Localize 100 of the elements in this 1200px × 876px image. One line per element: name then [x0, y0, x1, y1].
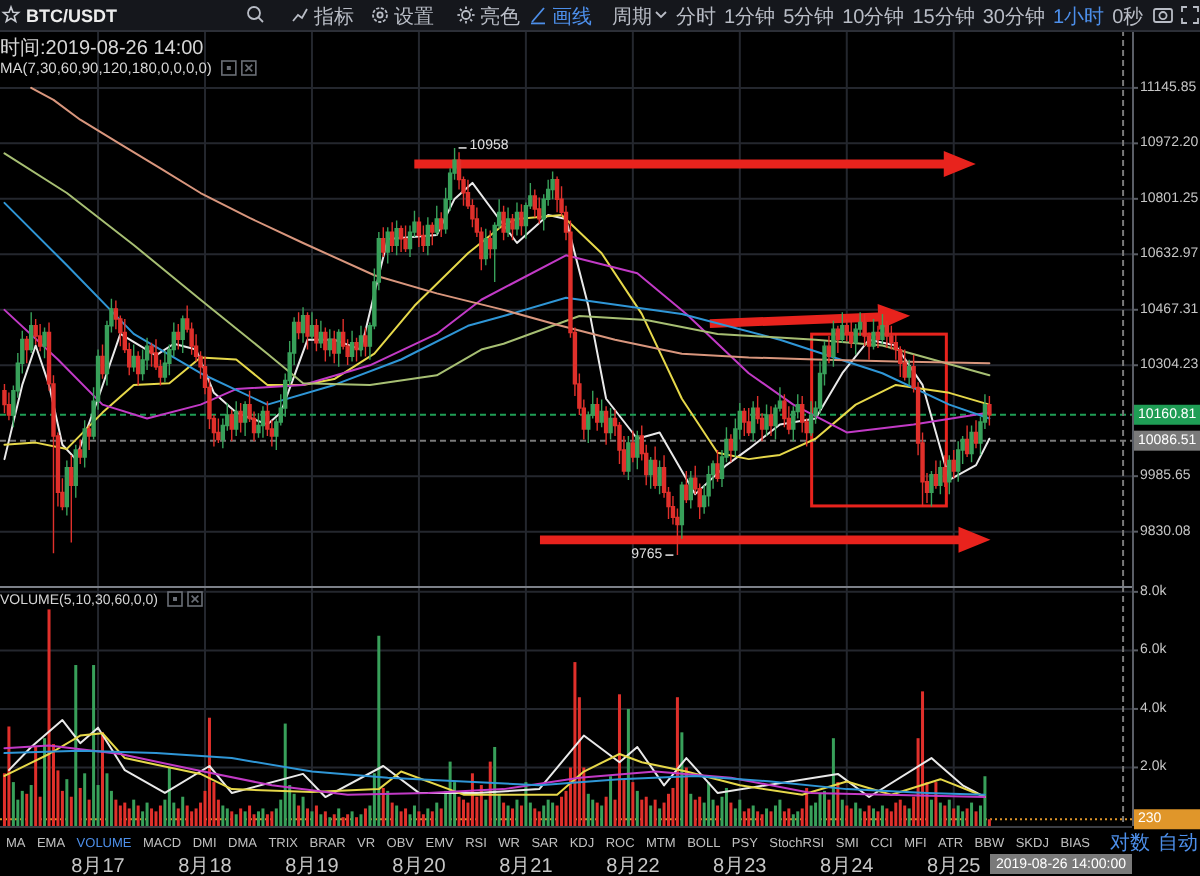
candlestick	[831, 319, 836, 368]
candlestick	[430, 221, 435, 247]
candlestick	[510, 213, 515, 242]
candlestick	[652, 445, 658, 490]
candlestick	[599, 398, 604, 428]
annotation: 时间:2019-08-26 14:00	[0, 36, 205, 60]
candlestick	[389, 221, 395, 253]
chart-title: BTC/USDT	[26, 6, 118, 26]
candlestick	[808, 400, 814, 437]
text: 对数	[1110, 831, 1150, 855]
candlestick	[234, 400, 239, 437]
candlestick	[42, 326, 47, 359]
candlestick	[260, 405, 266, 439]
text: 30分钟	[982, 5, 1045, 29]
candlestick	[358, 325, 364, 358]
text: 15分钟	[912, 5, 975, 29]
candlestick	[679, 481, 685, 540]
candlestick	[229, 409, 234, 442]
x-tick-label: 8月23	[713, 856, 768, 876]
candlestick	[327, 328, 332, 358]
candlestick	[835, 325, 841, 354]
x-tick-label: 8月21	[499, 856, 554, 876]
candlestick	[439, 211, 444, 238]
candlestick	[29, 311, 34, 354]
candlestick	[626, 435, 631, 481]
candlestick	[100, 343, 105, 380]
candlestick	[947, 454, 952, 495]
candlestick	[434, 205, 439, 237]
text: 画线	[552, 5, 592, 29]
text: 10分钟	[842, 5, 905, 29]
text: 设置	[394, 5, 434, 29]
candlestick	[398, 224, 404, 253]
candlestick	[131, 343, 136, 373]
candlestick	[385, 226, 390, 265]
candlestick	[608, 407, 613, 441]
candlestick	[314, 318, 319, 352]
candlestick	[24, 335, 29, 364]
x-tick-label: 8月19	[285, 856, 340, 876]
candlestick	[421, 224, 426, 253]
candlestick	[955, 440, 961, 483]
candlestick	[416, 216, 422, 248]
candlestick	[149, 342, 154, 368]
candlestick	[728, 433, 734, 463]
candlestick	[595, 396, 600, 432]
x-tick-label: 8月17	[71, 856, 126, 876]
x-tick-label: 8月22	[606, 856, 661, 876]
candlestick	[942, 454, 948, 488]
candlestick	[684, 470, 689, 504]
candlestick	[242, 400, 248, 437]
candlestick	[871, 318, 876, 351]
candlestick	[902, 348, 907, 382]
candlestick	[135, 350, 141, 387]
text: 指标	[312, 5, 354, 29]
text: 亮色	[480, 5, 520, 29]
candlestick	[501, 205, 506, 242]
candlestick	[73, 444, 78, 499]
candlestick	[180, 314, 185, 354]
candlestick	[768, 405, 774, 437]
candlestick	[33, 318, 38, 346]
candlestick	[69, 454, 74, 544]
candlestick	[550, 170, 555, 200]
line-series	[3, 201, 991, 420]
candlestick	[394, 219, 399, 256]
candlestick	[332, 330, 337, 364]
candlestick	[764, 403, 769, 437]
text: 1分钟	[724, 5, 776, 29]
candlestick	[826, 335, 832, 364]
candlestick	[82, 419, 87, 469]
candlestick	[750, 400, 756, 442]
candlestick	[363, 326, 368, 358]
candlestick	[746, 407, 751, 437]
candlestick	[875, 325, 881, 349]
candlestick	[844, 318, 849, 342]
candlestick	[840, 311, 845, 344]
candlestick	[349, 330, 355, 363]
candlestick	[425, 216, 431, 256]
candlestick	[238, 402, 243, 434]
candlestick	[973, 419, 979, 449]
x-tick-label: 8月18	[178, 856, 233, 876]
candlestick	[987, 395, 992, 427]
text: 分时	[676, 5, 716, 29]
candlestick	[554, 175, 560, 214]
candlestick	[2, 383, 7, 414]
candlestick	[318, 319, 324, 349]
line-series	[3, 152, 991, 386]
candlestick	[880, 313, 885, 346]
candlestick	[933, 459, 939, 490]
candlestick	[505, 206, 511, 238]
candlestick	[630, 430, 636, 463]
candlestick	[688, 470, 693, 510]
candlestick	[403, 224, 408, 253]
candlestick	[176, 323, 181, 351]
candlestick	[929, 470, 934, 508]
candlestick	[37, 323, 43, 352]
line-series	[30, 86, 991, 365]
candlestick	[64, 459, 70, 517]
candlestick	[300, 306, 306, 344]
candlestick	[635, 430, 640, 471]
x-tick-label: 8月24	[820, 856, 875, 876]
candlestick	[884, 319, 890, 349]
